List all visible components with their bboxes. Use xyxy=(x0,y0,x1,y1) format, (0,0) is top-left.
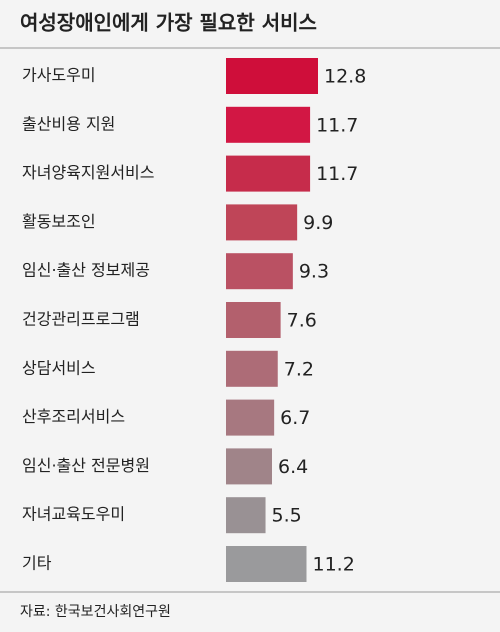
source: 자료: 한국보건사회연구원 xyxy=(20,604,171,620)
bar xyxy=(226,399,275,436)
category-label: 임신·출산 정보제공 xyxy=(22,261,150,280)
bar xyxy=(226,497,266,534)
bar xyxy=(226,58,318,94)
category-label: 출산비용 지원 xyxy=(22,114,115,133)
value-label: 7.2 xyxy=(284,358,314,380)
category-label: 건강관리프로그램 xyxy=(22,310,140,329)
bar xyxy=(226,546,307,582)
value-label: 11.2 xyxy=(313,554,355,576)
category-label: 가사도우미 xyxy=(22,66,96,85)
value-label: 6.4 xyxy=(278,456,308,478)
value-label: 6.7 xyxy=(280,407,310,429)
value-label: 5.5 xyxy=(272,505,302,527)
bar xyxy=(226,302,281,338)
category-label: 기타 xyxy=(22,554,52,573)
chart-title: 여성장애인에게 가장 필요한 서비스 xyxy=(20,11,317,35)
category-label: 자녀양육지원서비스 xyxy=(22,163,154,182)
value-label: 9.3 xyxy=(299,261,329,283)
category-label: 산후조리서비스 xyxy=(22,407,125,426)
category-label: 자녀교육도우미 xyxy=(22,505,125,524)
value-label: 7.6 xyxy=(287,310,317,332)
bar xyxy=(226,253,293,290)
bar xyxy=(226,155,311,192)
bar xyxy=(226,204,298,241)
value-label: 11.7 xyxy=(316,163,358,185)
category-label: 임신·출산 전문병원 xyxy=(22,456,150,475)
category-label: 상담서비스 xyxy=(22,358,96,377)
value-label: 9.9 xyxy=(303,212,333,234)
value-label: 11.7 xyxy=(316,114,358,136)
value-label: 12.8 xyxy=(324,66,366,88)
bar xyxy=(226,448,272,485)
bar xyxy=(226,350,278,387)
category-label: 활동보조인 xyxy=(22,212,96,231)
bar xyxy=(226,106,311,143)
